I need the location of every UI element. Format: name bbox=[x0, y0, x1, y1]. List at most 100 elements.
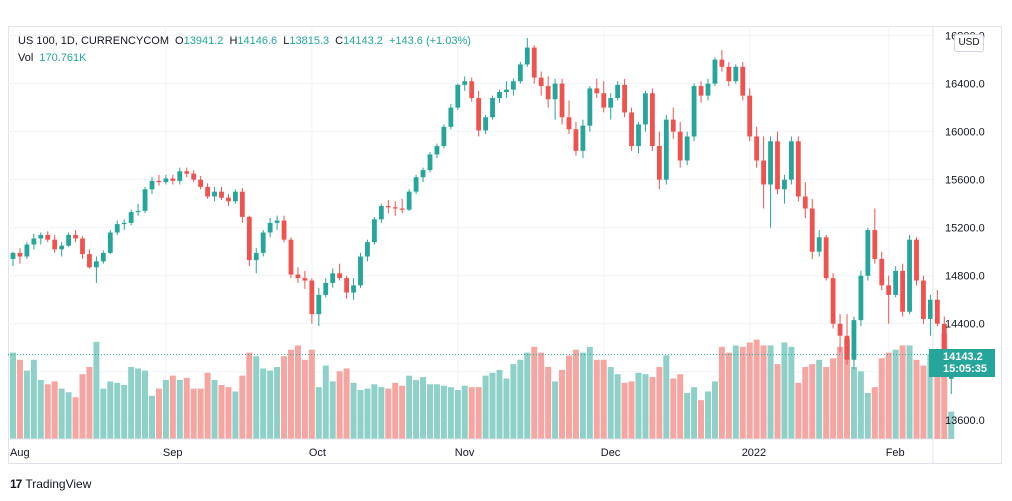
candle-body bbox=[100, 252, 106, 262]
y-tick-label: 15600.0 bbox=[945, 175, 985, 187]
volume-bar bbox=[753, 339, 760, 439]
volume-bar bbox=[86, 367, 93, 439]
candle-body bbox=[365, 242, 370, 257]
volume-bar bbox=[267, 370, 274, 439]
candle-body bbox=[66, 234, 71, 246]
volume-bar bbox=[663, 355, 670, 439]
candle-body bbox=[198, 179, 204, 187]
volume-bar bbox=[579, 352, 586, 439]
volume-bar bbox=[239, 375, 246, 439]
candle-body bbox=[52, 239, 58, 250]
candle-body bbox=[573, 129, 579, 151]
volume-bar bbox=[517, 359, 524, 439]
volume-bar bbox=[72, 397, 79, 439]
tradingview-branding[interactable]: 17 TradingView bbox=[10, 475, 91, 493]
candle-body bbox=[747, 95, 753, 137]
volume-bar bbox=[844, 338, 850, 439]
volume-bar bbox=[204, 372, 211, 439]
volume-bar bbox=[308, 349, 315, 439]
candle-body bbox=[663, 119, 669, 180]
candle-body bbox=[809, 208, 815, 252]
candle-body bbox=[316, 294, 322, 315]
chart-frame[interactable] bbox=[8, 26, 1002, 464]
candle-body bbox=[246, 216, 252, 261]
volume-bar bbox=[545, 367, 552, 439]
candle-body bbox=[643, 93, 648, 125]
candle-body bbox=[559, 83, 565, 118]
volume-bar bbox=[600, 359, 607, 439]
volume-bar bbox=[100, 388, 107, 439]
volume-bar bbox=[350, 382, 357, 439]
candle-body bbox=[900, 270, 905, 312]
volume-bar bbox=[705, 391, 711, 439]
candle-body bbox=[239, 191, 245, 217]
volume-bar bbox=[586, 346, 593, 439]
legend-vol-value: 170.761K bbox=[39, 52, 87, 64]
volume-bar bbox=[732, 345, 739, 439]
volume-bar bbox=[809, 364, 816, 439]
candle-body bbox=[462, 81, 468, 85]
volume-bar bbox=[503, 378, 510, 439]
volume-bar bbox=[830, 358, 837, 439]
volume-bar bbox=[371, 384, 378, 439]
candle-body bbox=[330, 273, 336, 283]
legend-volume: Vol 170.761K bbox=[18, 52, 89, 64]
volume-bar bbox=[635, 372, 642, 439]
candle-body bbox=[928, 299, 933, 319]
candle-body bbox=[302, 278, 308, 281]
volume-bar bbox=[482, 375, 489, 439]
candle-body bbox=[31, 238, 37, 245]
candle-body bbox=[177, 171, 183, 181]
candle-body bbox=[434, 146, 440, 155]
volume-bar bbox=[489, 372, 496, 439]
volume-bar bbox=[142, 370, 149, 439]
volume-bar bbox=[51, 381, 58, 439]
volume-bar bbox=[642, 374, 649, 439]
candle-body bbox=[740, 66, 746, 96]
volume-bar bbox=[593, 359, 600, 439]
legend-close-label: C bbox=[335, 35, 344, 47]
volume-bar bbox=[176, 379, 183, 439]
volume-bar bbox=[37, 379, 44, 439]
candle-body bbox=[538, 77, 544, 87]
legend-close: 14143.2 bbox=[343, 35, 383, 47]
candle-body bbox=[309, 280, 315, 315]
legend-open: 13941.2 bbox=[183, 35, 224, 47]
volume-bar bbox=[322, 365, 329, 439]
candle-body bbox=[253, 252, 259, 261]
y-tick-label: 16000.0 bbox=[945, 127, 985, 139]
volume-bar bbox=[552, 381, 559, 439]
candle-body bbox=[128, 212, 134, 223]
legend-change: +143.6 (+1.03%) bbox=[388, 35, 471, 47]
candle-body bbox=[712, 59, 718, 84]
candle-body bbox=[580, 125, 586, 151]
volume-bar bbox=[246, 352, 253, 439]
volume-bar bbox=[427, 384, 433, 439]
volume-bar bbox=[274, 367, 281, 439]
volume-bar bbox=[364, 388, 371, 439]
currency-button[interactable]: USD bbox=[954, 34, 984, 52]
volume-bar bbox=[336, 371, 343, 439]
candle-body bbox=[726, 66, 732, 82]
candle-body bbox=[552, 83, 558, 100]
volume-bar bbox=[899, 345, 906, 439]
candle-body bbox=[156, 180, 162, 183]
volume-bar bbox=[461, 385, 468, 439]
volume-bar bbox=[169, 375, 176, 439]
volume-bar bbox=[691, 387, 698, 439]
volume-bar bbox=[566, 355, 572, 439]
candle-body bbox=[226, 197, 231, 202]
candle-body bbox=[114, 224, 120, 233]
x-tick-label: Feb bbox=[886, 447, 905, 459]
x-tick-label: Dec bbox=[601, 447, 621, 459]
volume-bar bbox=[614, 374, 621, 439]
legend-ohlc: US 100, 1D, CURRENCYCOM O13941.2 H14146.… bbox=[18, 35, 474, 47]
volume-bar bbox=[711, 381, 718, 439]
volume-bar bbox=[524, 352, 531, 439]
volume-bar bbox=[329, 381, 336, 439]
volume-bar bbox=[440, 385, 447, 439]
candle-body bbox=[941, 323, 947, 360]
volume-bar bbox=[906, 345, 913, 439]
candle-body bbox=[795, 141, 801, 197]
